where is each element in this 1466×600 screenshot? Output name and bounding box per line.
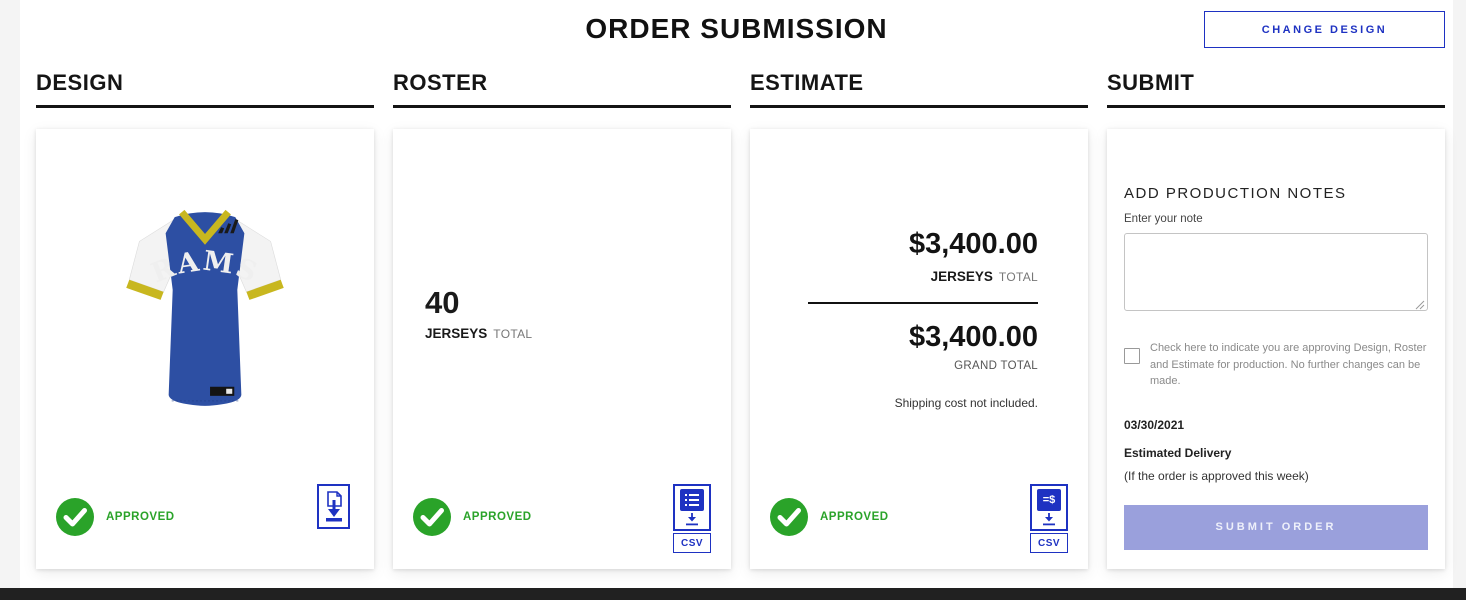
estimate-download-button[interactable]: =$	[1030, 484, 1068, 531]
grand-total-label: GRAND TOTAL	[954, 359, 1038, 372]
jerseys-label: JERSEYS	[930, 268, 993, 284]
roster-section: ROSTER 40 JERSEYS TOTAL APPROVED	[393, 70, 731, 569]
roster-section-header: ROSTER	[393, 70, 731, 108]
shipping-note: Shipping cost not included.	[894, 395, 1038, 410]
submit-order-button[interactable]: SUBMIT ORDER	[1124, 504, 1428, 550]
roster-csv-button[interactable]: CSV	[673, 533, 711, 553]
submit-section: SUBMIT ADD PRODUCTION NOTES Enter your n…	[1107, 70, 1445, 569]
roster-count-block: 40 JERSEYS TOTAL	[393, 129, 731, 343]
jersey-collar	[179, 209, 231, 245]
jerseys-sublabel: TOTAL	[998, 269, 1038, 284]
roster-status-label: APPROVED	[463, 511, 532, 523]
jersey-right-cuff	[246, 279, 284, 300]
roster-count-label: JERSEYS	[425, 326, 488, 341]
jersey-left-cuff	[126, 279, 164, 300]
roster-download-button[interactable]	[673, 484, 711, 531]
estimate-money-icon: =$	[1037, 489, 1061, 511]
estimate-status-label: APPROVED	[820, 511, 889, 523]
estimate-divider	[808, 301, 1038, 304]
roster-count-sublabel: TOTAL	[493, 327, 533, 341]
estimate-status: APPROVED	[770, 498, 889, 536]
estimate-totals: $3,400.00 JERSEYS TOTAL $3,400.00 GRAND T…	[750, 129, 1088, 410]
design-section-header: DESIGN	[36, 70, 374, 108]
page-title: ORDER SUBMISSION	[585, 13, 888, 44]
estimate-export-actions: =$ CSV	[1030, 484, 1068, 553]
roster-card: 40 JERSEYS TOTAL APPROVED	[393, 129, 731, 569]
roster-export-actions: CSV	[673, 484, 711, 553]
brand-logo-icon	[218, 219, 239, 234]
estimated-delivery-note: (If the order is approved this week)	[1124, 468, 1309, 483]
sections-row: DESIGN	[36, 70, 1445, 569]
roster-status: APPROVED	[413, 498, 532, 536]
design-card: RAMS	[36, 129, 374, 569]
approved-check-icon	[56, 498, 94, 536]
design-status: APPROVED	[56, 498, 175, 536]
download-arrow-icon	[686, 513, 698, 526]
submit-card: ADD PRODUCTION NOTES Enter your note Che…	[1107, 129, 1445, 569]
roster-list-icon	[680, 489, 704, 511]
note-input-label: Enter your note	[1124, 213, 1203, 225]
design-section: DESIGN	[36, 70, 374, 569]
estimate-section: ESTIMATE $3,400.00 JERSEYS TOTAL $3,400.0…	[750, 70, 1088, 569]
production-notes-title: ADD PRODUCTION NOTES	[1124, 185, 1347, 202]
grand-total-amount: $3,400.00	[908, 320, 1038, 353]
approval-checkbox-text: Check here to indicate you are approving…	[1150, 342, 1427, 387]
jersey-preview: RAMS	[36, 129, 374, 413]
download-arrow-icon	[1043, 513, 1055, 526]
design-download-button[interactable]	[317, 484, 350, 529]
estimated-delivery-label: Estimated Delivery	[1124, 445, 1232, 460]
submit-section-header: SUBMIT	[1107, 70, 1445, 108]
jersey-image: RAMS	[126, 209, 284, 406]
estimated-delivery-date: 03/30/2021	[1124, 417, 1185, 432]
approval-checkbox-row: Check here to indicate you are approving…	[1124, 340, 1428, 390]
approved-check-icon	[770, 498, 808, 536]
design-status-label: APPROVED	[106, 511, 175, 523]
approval-checkbox[interactable]	[1124, 348, 1140, 364]
footer-bar	[0, 588, 1466, 600]
main-content: ORDER SUBMISSION CHANGE DESIGN DESIGN	[20, 0, 1453, 588]
estimate-card: $3,400.00 JERSEYS TOTAL $3,400.00 GRAND T…	[750, 129, 1088, 569]
change-design-button[interactable]: CHANGE DESIGN	[1204, 11, 1445, 48]
jersey-jock-tag	[210, 386, 235, 396]
approved-check-icon	[413, 498, 451, 536]
jerseys-total-amount: $3,400.00	[908, 228, 1038, 260]
design-download-icon	[325, 490, 342, 521]
estimate-section-header: ESTIMATE	[750, 70, 1088, 108]
production-note-input[interactable]	[1124, 233, 1428, 311]
roster-count: 40	[425, 285, 460, 320]
estimate-csv-button[interactable]: CSV	[1030, 533, 1068, 553]
